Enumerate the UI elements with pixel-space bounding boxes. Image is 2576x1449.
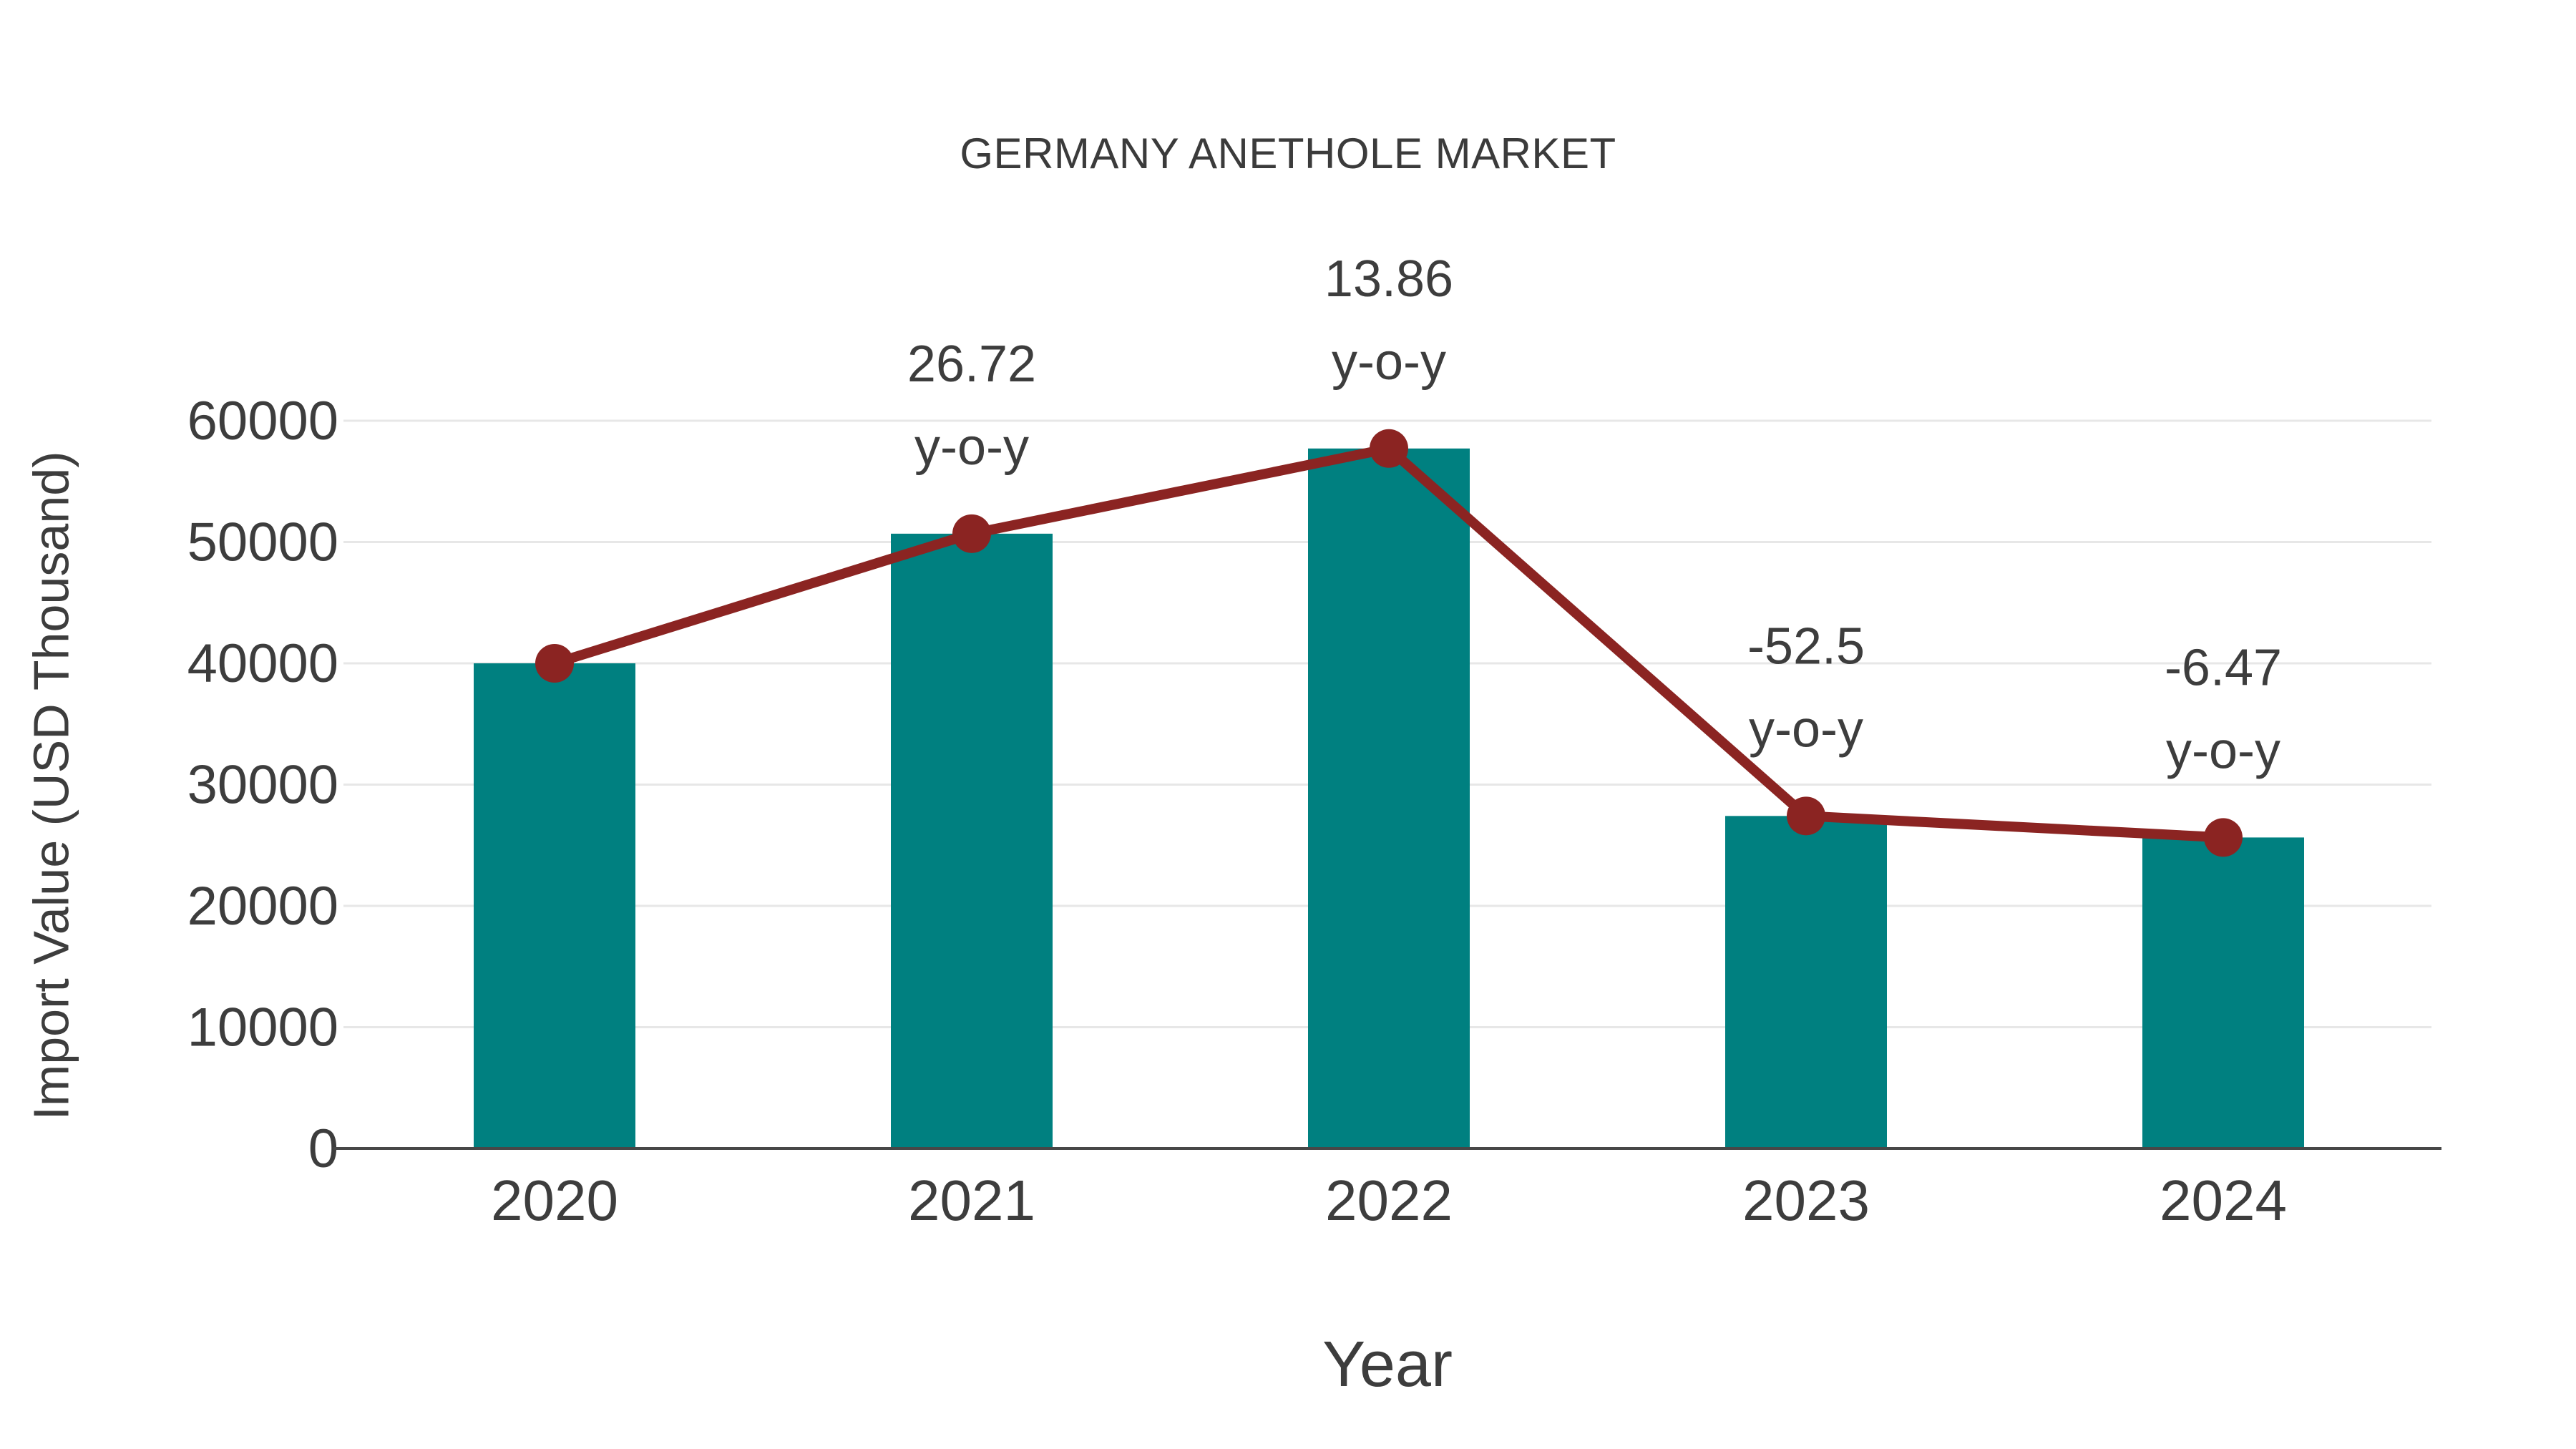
annotation-2022-label: y-o-y (1332, 333, 1446, 391)
marker-2024 (2204, 818, 2243, 857)
x-tick-label-2022: 2022 (1325, 1169, 1453, 1232)
x-axis-title: Year (1322, 1329, 1453, 1400)
y-axis-title: Import Value (USD Thousand) (23, 451, 79, 1121)
chart-title: GERMANY ANETHOLE MARKET (960, 130, 1616, 177)
bar-2020 (474, 663, 635, 1148)
annotation-2024-value: -6.47 (2165, 639, 2282, 696)
annotation-2023-label: y-o-y (1749, 701, 1863, 758)
marker-2021 (952, 514, 991, 553)
y-tick-label-30000: 30000 (187, 755, 338, 816)
x-tick-label-2021: 2021 (908, 1169, 1035, 1232)
bar-2021 (891, 533, 1053, 1148)
annotation-2023-value: -52.5 (1747, 618, 1865, 675)
annotation-2024-label: y-o-y (2166, 722, 2280, 779)
x-tick-label-2020: 2020 (491, 1169, 618, 1232)
annotation-2022-value: 13.86 (1324, 250, 1453, 308)
y-tick-label-20000: 20000 (187, 876, 338, 937)
y-tick-label-0: 0 (308, 1118, 338, 1179)
y-tick-label-10000: 10000 (187, 997, 338, 1058)
annotation-2021-label: y-o-y (914, 419, 1029, 476)
y-tick-label-50000: 50000 (187, 512, 338, 573)
y-tick-label-60000: 60000 (187, 391, 338, 452)
bar-2023 (1725, 816, 1887, 1148)
marker-2022 (1370, 429, 1408, 468)
bar-2022 (1308, 448, 1470, 1148)
x-tick-label-2024: 2024 (2160, 1169, 2287, 1232)
bar-2024 (2142, 837, 2304, 1148)
x-tick-label-2023: 2023 (1742, 1169, 1870, 1232)
marker-2020 (535, 644, 574, 683)
y-tick-label-40000: 40000 (187, 633, 338, 694)
marker-2023 (1787, 796, 1825, 836)
annotation-2021-value: 26.72 (907, 336, 1036, 393)
